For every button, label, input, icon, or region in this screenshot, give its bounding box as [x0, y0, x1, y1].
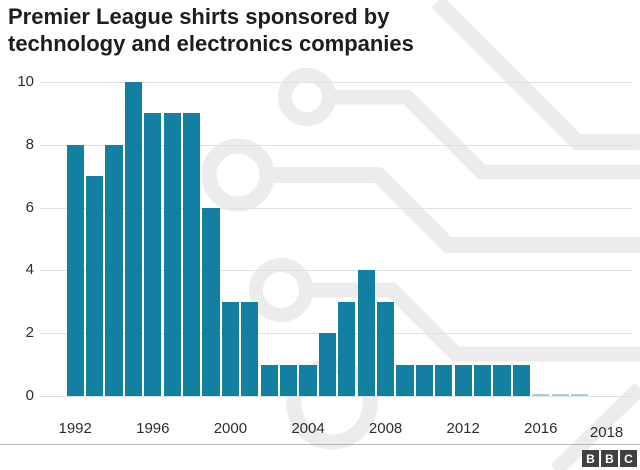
bar-2017 — [551, 394, 569, 396]
y-axis-tick-label: 4 — [25, 261, 34, 279]
bar-2003 — [279, 364, 298, 396]
x-axis-tick-label: 2016 — [524, 420, 558, 437]
bar-2012 — [454, 364, 472, 396]
chart-title: Premier League shirts sponsored by techno… — [8, 3, 414, 57]
bar-2006 — [338, 301, 356, 396]
chart-title-line1: Premier League shirts sponsored by — [8, 4, 390, 29]
bar-2004 — [299, 364, 317, 396]
bar-2018 — [570, 394, 589, 396]
y-axis-tick-label: 8 — [25, 135, 34, 153]
gridline-y10 — [40, 82, 632, 83]
bar-2015 — [512, 364, 531, 396]
bar-2005 — [318, 333, 337, 396]
y-axis-tick-label: 6 — [25, 198, 34, 216]
footer-divider — [0, 444, 640, 445]
bar-2000 — [221, 301, 240, 396]
bar-2007 — [357, 270, 375, 396]
bar-1999 — [202, 207, 220, 396]
bar-1993 — [85, 176, 104, 396]
bar-2014 — [493, 364, 511, 396]
y-axis-tick-label: 10 — [17, 73, 34, 90]
y-axis-tick-label: 2 — [25, 324, 34, 342]
x-axis-tick-label: 1992 — [58, 420, 92, 437]
x-axis-tick-label: 2000 — [213, 420, 248, 437]
circuit-node-icon — [249, 258, 313, 322]
bar-2010 — [415, 364, 434, 396]
bbc-logo-block: B — [582, 450, 599, 467]
bar-1994 — [105, 144, 123, 396]
x-axis-tick-label: 2008 — [368, 420, 403, 437]
x-axis-tick-label: 2004 — [291, 420, 325, 437]
circuit-trace — [267, 167, 640, 253]
circuit-trace — [329, 89, 640, 180]
circuit-trace — [431, 0, 640, 150]
bar-2011 — [435, 364, 453, 396]
x-axis-tick-label: 2018 — [589, 424, 624, 441]
gridline-y4 — [40, 270, 632, 272]
x-axis-tick-label: 1996 — [136, 420, 170, 437]
bar-2002 — [260, 364, 278, 396]
bar-1992 — [66, 144, 84, 396]
bar-2008 — [376, 301, 395, 396]
bar-1997 — [163, 113, 181, 396]
chart-title-line2: technology and electronics companies — [8, 31, 414, 56]
bar-2013 — [473, 364, 492, 396]
bar-1995 — [124, 82, 143, 396]
circuit-node-icon — [201, 138, 275, 212]
bar-1996 — [144, 113, 162, 396]
bar-1998 — [182, 113, 201, 396]
bar-2016 — [532, 394, 550, 396]
bar-2009 — [396, 364, 414, 396]
x-axis-tick-label: 2012 — [446, 420, 480, 437]
bbc-logo-block: C — [620, 450, 637, 467]
y-axis-tick-label: 0 — [25, 387, 34, 404]
gridline-y0 — [40, 396, 632, 397]
bbc-logo-block: B — [601, 450, 618, 467]
bar-2001 — [241, 301, 259, 396]
